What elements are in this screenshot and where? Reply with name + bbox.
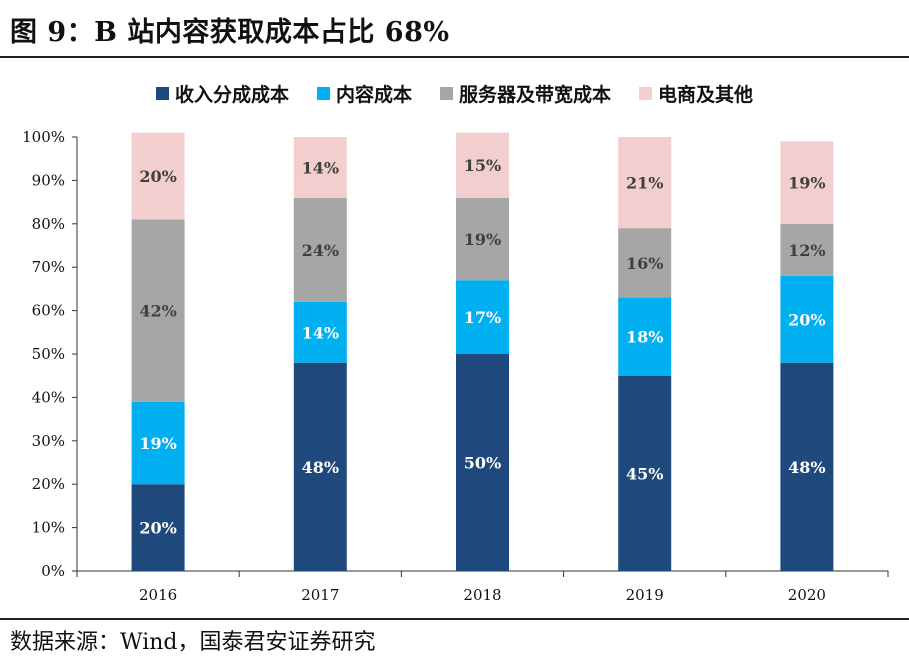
legend-swatch-server-bandwidth bbox=[440, 87, 453, 100]
bar-segment bbox=[293, 197, 347, 302]
x-tick-label: 2017 bbox=[301, 586, 339, 604]
legend-label-content-cost: 内容成本 bbox=[335, 84, 412, 106]
bar-segment bbox=[293, 137, 347, 198]
bar-segment bbox=[456, 280, 509, 354]
bar-segment bbox=[293, 301, 347, 363]
legend-item-content-cost: 内容成本 bbox=[316, 80, 412, 107]
x-tick-label: 2020 bbox=[788, 586, 826, 604]
chart-title: 图 9：B 站内容获取成本占比 68% bbox=[10, 17, 450, 48]
y-tick-label: 60% bbox=[32, 302, 65, 320]
y-tick-label: 40% bbox=[32, 388, 65, 406]
bar-segment bbox=[131, 401, 185, 485]
legend-swatch-revenue-share bbox=[155, 87, 169, 100]
data-label: 20% bbox=[139, 167, 176, 186]
data-label: 48% bbox=[302, 458, 339, 477]
y-tick-label: 100% bbox=[22, 128, 65, 146]
data-label: 19% bbox=[464, 230, 501, 249]
legend-swatch-ecommerce-other bbox=[639, 87, 653, 100]
y-tick-label: 0% bbox=[41, 562, 65, 580]
bar-segment bbox=[456, 197, 509, 281]
y-tick-label: 10% bbox=[32, 519, 65, 537]
data-label: 21% bbox=[626, 174, 663, 193]
bar-segment bbox=[131, 484, 185, 571]
data-label: 16% bbox=[626, 254, 663, 273]
y-tick-label: 20% bbox=[32, 475, 65, 493]
data-label: 14% bbox=[302, 158, 339, 177]
data-label: 15% bbox=[464, 156, 501, 175]
bar-segment bbox=[780, 141, 834, 224]
bar-segment bbox=[618, 228, 672, 298]
data-label: 18% bbox=[626, 328, 663, 347]
legend-item-ecommerce-other: 电商及其他 bbox=[639, 80, 753, 107]
source-note: 数据来源：Wind，国泰君安证券研究 bbox=[10, 630, 376, 655]
bar-segment bbox=[131, 219, 185, 402]
data-label: 12% bbox=[788, 241, 825, 260]
bar-segment bbox=[618, 297, 672, 376]
footer-divider bbox=[0, 618, 909, 620]
bar-segment bbox=[456, 132, 509, 198]
data-label: 17% bbox=[464, 308, 501, 327]
data-label: 42% bbox=[139, 302, 176, 321]
data-label: 20% bbox=[139, 519, 176, 538]
data-label: 14% bbox=[302, 323, 339, 342]
legend-swatch-content-cost bbox=[316, 87, 330, 100]
y-tick-label: 50% bbox=[32, 345, 65, 363]
data-label: 19% bbox=[139, 434, 176, 453]
y-tick-label: 30% bbox=[32, 432, 65, 450]
bar-segment bbox=[131, 132, 185, 220]
bar-segment bbox=[780, 223, 834, 276]
x-tick-label: 2018 bbox=[463, 586, 501, 604]
data-label: 20% bbox=[788, 310, 825, 329]
legend-label-server-bandwidth: 服务器及带宽成本 bbox=[459, 84, 612, 106]
legend: 收入分成成本 内容成本 服务器及带宽成本 电商及其他 bbox=[0, 80, 909, 107]
data-label: 45% bbox=[626, 464, 663, 483]
legend-item-revenue-share: 收入分成成本 bbox=[155, 80, 289, 107]
y-tick-label: 70% bbox=[32, 258, 65, 276]
bar-segment bbox=[780, 275, 834, 363]
data-label: 19% bbox=[788, 174, 825, 193]
x-tick-label: 2019 bbox=[626, 586, 664, 604]
title-divider bbox=[0, 56, 909, 58]
legend-item-server-bandwidth: 服务器及带宽成本 bbox=[440, 80, 611, 107]
data-label: 48% bbox=[788, 458, 825, 477]
bar-segment bbox=[618, 137, 672, 229]
data-label: 50% bbox=[464, 454, 501, 473]
bar-segment bbox=[456, 354, 509, 571]
bar-segment bbox=[293, 362, 347, 571]
legend-label-revenue-share: 收入分成成本 bbox=[174, 84, 289, 106]
y-tick-label: 90% bbox=[32, 171, 65, 189]
y-tick-label: 80% bbox=[32, 215, 65, 233]
bar-segment bbox=[618, 375, 672, 571]
bar-segment bbox=[780, 362, 834, 571]
data-label: 24% bbox=[302, 241, 339, 260]
x-tick-label: 2016 bbox=[139, 586, 177, 604]
legend-label-ecommerce-other: 电商及其他 bbox=[658, 84, 754, 106]
